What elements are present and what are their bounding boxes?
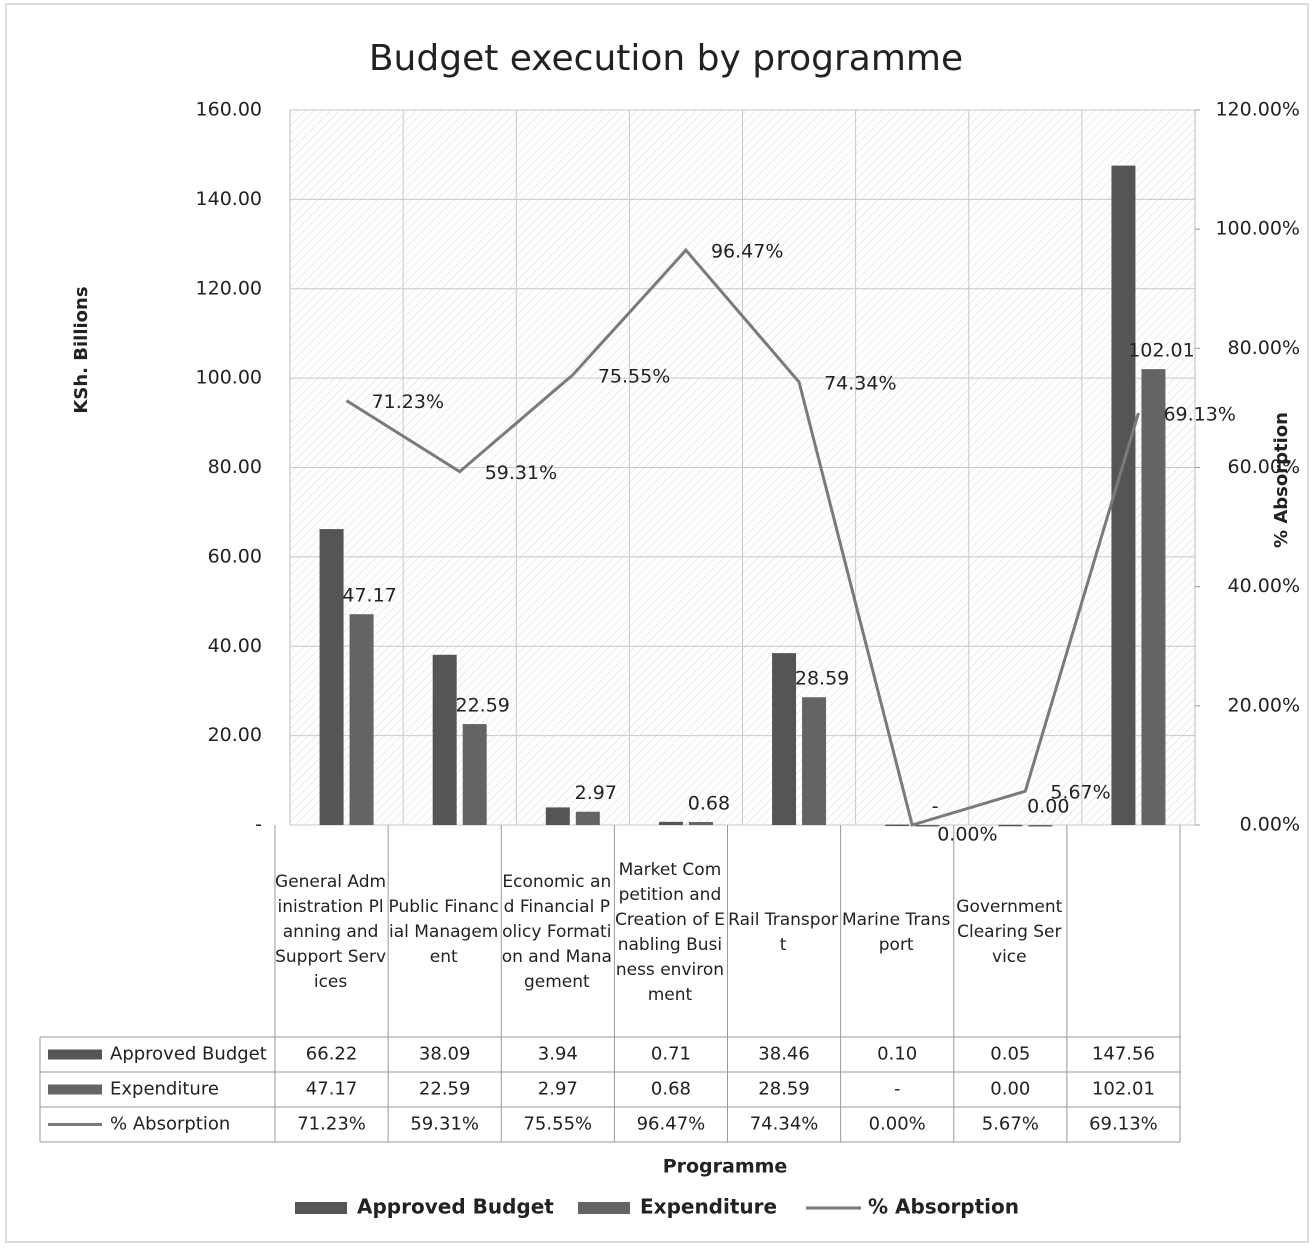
category-label: Market Competition and Creation of Enabl… xyxy=(615,859,725,1005)
data-label: 0.00 xyxy=(1027,796,1069,818)
y2-tick-label: 80.00% xyxy=(1228,337,1300,359)
y-tick-label: 40.00 xyxy=(208,635,262,657)
table-cell: - xyxy=(894,1079,901,1100)
data-label: 71.23% xyxy=(372,391,444,413)
y-tick-label: 80.00 xyxy=(208,456,262,478)
category-label: Public Financial Management xyxy=(388,897,499,967)
bar xyxy=(575,811,600,825)
y-tick-label: 120.00 xyxy=(196,277,262,299)
y2-tick-label: 120.00% xyxy=(1215,99,1300,121)
table-cell: 38.09 xyxy=(419,1044,471,1065)
legend-key xyxy=(48,1084,102,1095)
table-cell: 96.47% xyxy=(637,1114,706,1135)
legend-label: Approved Budget xyxy=(357,1195,554,1219)
category-label: Rail Transport xyxy=(728,909,838,955)
bar xyxy=(349,614,374,825)
data-label: 75.55% xyxy=(598,365,670,387)
y2-tick-label: 60.00% xyxy=(1228,456,1300,478)
table-cell: 66.22 xyxy=(306,1044,358,1065)
table-cell: 2.97 xyxy=(538,1079,578,1100)
table-cell: 47.17 xyxy=(306,1079,358,1100)
y-tick-label: 20.00 xyxy=(208,724,262,746)
bar xyxy=(432,654,457,825)
data-label: 74.34% xyxy=(824,373,896,395)
category-label: Government Clearing Service xyxy=(956,897,1063,967)
data-label: 59.31% xyxy=(485,462,557,484)
table-cell: 59.31% xyxy=(410,1114,479,1135)
data-label: 28.59 xyxy=(795,668,849,690)
table-cell: 28.59 xyxy=(758,1079,810,1100)
y-tick-label: - xyxy=(255,814,262,836)
table-row-header: Expenditure xyxy=(110,1079,219,1100)
legend-label: % Absorption xyxy=(868,1195,1019,1219)
bar xyxy=(545,807,570,825)
table-cell: 0.05 xyxy=(990,1044,1030,1065)
bar xyxy=(462,724,487,825)
bar xyxy=(1141,369,1166,825)
table-cell: 3.94 xyxy=(538,1044,578,1065)
table-cell: 0.71 xyxy=(651,1044,691,1065)
y-tick-label: 100.00 xyxy=(196,367,262,389)
table-cell: 38.46 xyxy=(758,1044,810,1065)
frame xyxy=(5,3,1309,1243)
data-label: - xyxy=(932,796,939,818)
legend-key xyxy=(295,1202,347,1214)
y2-axis-label: % Absorption xyxy=(1271,412,1292,548)
table-cell: 102.01 xyxy=(1092,1079,1155,1100)
bar xyxy=(688,821,713,825)
bar xyxy=(658,821,683,825)
table-cell: 69.13% xyxy=(1089,1114,1158,1135)
table-cell: 74.34% xyxy=(750,1114,819,1135)
data-label: 2.97 xyxy=(575,782,617,804)
y-tick-label: 160.00 xyxy=(196,99,262,121)
bar xyxy=(772,653,797,825)
y-axis-label: KSh. Billions xyxy=(71,286,92,413)
y-tick-label: 60.00 xyxy=(208,545,262,567)
table-cell: 5.67% xyxy=(982,1114,1039,1135)
table-cell: 71.23% xyxy=(297,1114,366,1135)
legend-key xyxy=(578,1202,630,1214)
data-label: 0.68 xyxy=(688,792,730,814)
bar xyxy=(885,824,910,827)
category-label xyxy=(1067,830,1178,1035)
data-label: 0.00% xyxy=(937,824,997,846)
y2-tick-label: 20.00% xyxy=(1228,694,1300,716)
y-tick-label: 140.00 xyxy=(196,188,262,210)
bar xyxy=(319,529,344,825)
bar xyxy=(802,697,827,825)
y2-tick-label: 100.00% xyxy=(1215,218,1300,240)
data-label: 47.17 xyxy=(342,585,396,607)
table-row-header: % Absorption xyxy=(110,1114,230,1135)
table-cell: 0.00 xyxy=(990,1079,1030,1100)
chart-title: Budget execution by programme xyxy=(369,38,963,79)
table-cell: 75.55% xyxy=(523,1114,592,1135)
y2-tick-label: 40.00% xyxy=(1228,575,1300,597)
table-cell: 0.68 xyxy=(651,1079,691,1100)
table-cell: 147.56 xyxy=(1092,1044,1155,1065)
data-label: 102.01 xyxy=(1128,340,1194,362)
bar xyxy=(1111,165,1136,825)
data-label: 69.13% xyxy=(1163,404,1235,426)
table-cell: 22.59 xyxy=(419,1079,471,1100)
table-row-header: Approved Budget xyxy=(110,1044,267,1065)
data-label: 22.59 xyxy=(455,695,509,717)
legend-label: Expenditure xyxy=(640,1195,777,1219)
bar xyxy=(1028,825,1053,827)
bar xyxy=(915,825,940,827)
table-cell: 0.10 xyxy=(877,1044,917,1065)
category-label: General Administration Planning and Supp… xyxy=(275,872,387,992)
x-axis-label: Programme xyxy=(663,1156,788,1178)
category-label: Marine Transport xyxy=(842,909,951,955)
table-cell: 0.00% xyxy=(869,1114,926,1135)
bar xyxy=(998,824,1023,827)
y2-tick-label: 0.00% xyxy=(1240,814,1300,836)
legend-key xyxy=(48,1049,102,1060)
data-label: 96.47% xyxy=(711,241,783,263)
category-label: Economic and Financial Policy Formation … xyxy=(501,872,612,992)
absorption-line xyxy=(345,247,1140,827)
data-label: 5.67% xyxy=(1050,782,1110,804)
